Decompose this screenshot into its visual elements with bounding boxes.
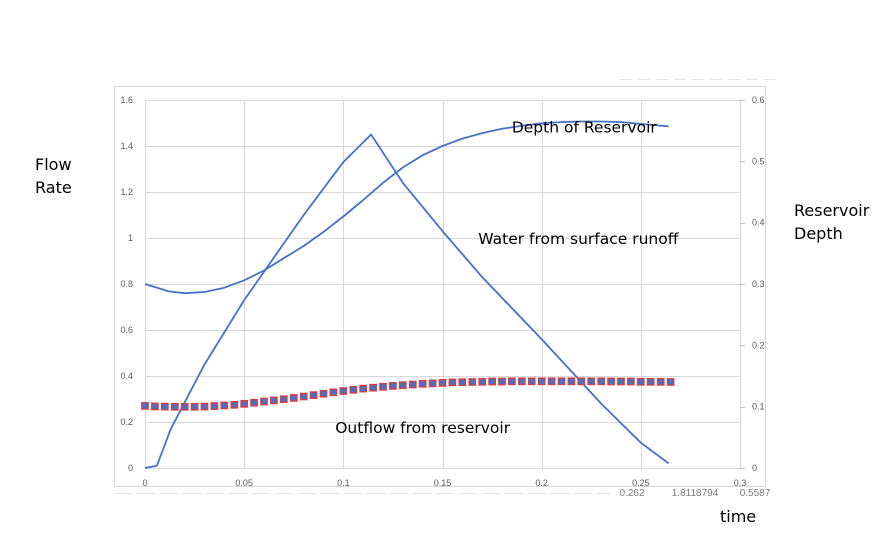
left-axis-title-line-2: Rate [35,178,72,197]
outflow-marker [508,377,516,386]
outflow-marker [408,380,417,389]
outflow-marker [636,377,645,386]
chart-frame [114,86,766,487]
y-right-tick-label: 0.4 [752,218,765,228]
y-right-tick-label: 0.3 [752,279,765,289]
outflow-marker [547,377,556,386]
y-left-tick-label: 1.4 [120,141,133,151]
outflow-marker [389,382,397,390]
y-right-tick-label: 0.2 [752,340,765,350]
outflow-marker [478,377,487,386]
outflow-marker [309,391,318,399]
outflow-marker [587,377,596,386]
outflow-marker [448,378,457,387]
x-tick-label: 0.3 [734,478,747,488]
outflow-marker [250,398,258,407]
outflow-marker [190,402,199,411]
outflow-marker [488,377,496,386]
outflow-marker [418,379,427,388]
outflow-marker [597,377,606,386]
outflow-marker [557,377,566,386]
y-left-tick-label: 1.2 [120,187,133,197]
outflow-marker [607,377,615,386]
outflow-marker [279,395,288,404]
y-left-tick-label: 0.8 [120,279,133,289]
outflow-marker [260,397,268,406]
outflow-marker [329,388,338,397]
outflow-marker [160,402,169,411]
outflow-marker [299,392,308,401]
outflow-marker [210,402,219,410]
y-left-tick-label: 0.4 [120,371,133,381]
series-annotation: Depth of Reservoir [512,119,658,137]
outflow-marker [180,402,189,411]
x-tick-label: 0.15 [434,478,452,488]
y-left-tick-label: 0.6 [120,325,133,335]
outflow-marker [289,394,298,402]
outflow-marker [438,379,447,387]
outflow-marker [230,400,239,409]
outflow-marker [428,379,437,388]
x-tick-label: 0.1 [337,478,350,488]
outflow-marker [319,389,328,398]
clipped-cell-fragment: 0.262 [619,488,644,499]
series-line-depth-of-reservoir [144,120,669,295]
y-right-tick-label: 0.1 [752,402,765,412]
x-tick-label: 0.05 [235,478,253,488]
outflow-marker [379,382,387,391]
x-tick-label: 0.25 [632,478,650,488]
outflow-marker [141,402,149,410]
outflow-marker [537,377,546,386]
y-left-tick-label: 0.2 [120,417,133,427]
x-tick-label: 0 [142,478,147,488]
outflow-marker [567,377,576,386]
x-tick-label: 0.2 [535,478,548,488]
clipped-cell-fragment: 1.8118794 [672,488,719,499]
y-right-tick-label: 0.5 [752,156,765,166]
outflow-marker [458,378,467,387]
outflow-marker [220,401,229,410]
x-axis-title: time [720,507,757,526]
series-annotation: Water from surface runoff [478,230,678,248]
left-axis-title: Flow Rate [35,153,72,199]
y-left-tick-label: 0 [128,463,133,473]
outflow-marker [656,377,665,386]
outflow-marker [200,402,209,411]
outflow-marker [577,377,586,386]
outflow-marker [398,381,407,390]
right-axis-title-line-1: Reservoir [794,201,870,220]
outflow-marker [617,377,625,386]
outflow-marker [666,378,675,386]
y-right-tick-label: 0 [752,463,757,473]
right-axis-title: Reservoir Depth [794,199,869,245]
clipped-cell-fragment: 0.5587 [740,488,771,499]
outflow-marker [240,399,249,408]
outflow-marker [627,377,635,386]
series-annotation: Outflow from reservoir [335,419,510,437]
outflow-marker [359,384,368,393]
outflow-marker [369,383,377,392]
outflow-marker [468,378,477,386]
y-left-tick-label: 1.6 [120,95,133,105]
right-axis-title-line-2: Depth [794,224,843,243]
outflow-marker [151,402,159,411]
outflow-marker [170,402,179,411]
y-right-tick-label: 0.6 [752,95,765,105]
outflow-marker [270,396,278,405]
outflow-marker [527,377,536,386]
outflow-marker [498,377,506,386]
left-axis-title-line-1: Flow [35,155,72,174]
outflow-marker [646,377,655,386]
outflow-marker [349,385,358,394]
y-left-tick-label: 1 [128,233,133,243]
outflow-marker [517,377,526,386]
outflow-marker [339,387,348,395]
